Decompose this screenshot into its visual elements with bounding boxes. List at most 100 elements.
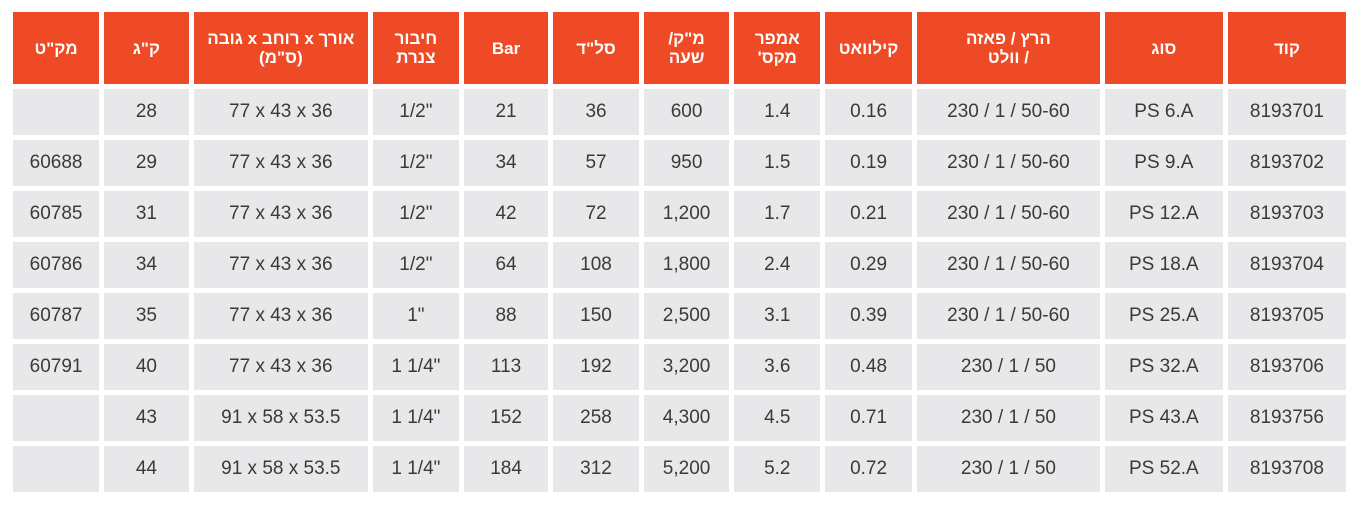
cell-kilowatt: 0.71 [825, 395, 912, 441]
header-code: קוד [1227, 12, 1346, 84]
cell-type: PS 32.A [1104, 344, 1223, 390]
table-row: 8193705 PS 25.A 230 / 1 / 50-60 0.39 3.1 2,50… [13, 293, 1346, 339]
cell-cubic-meter-hour: 1,200 [643, 191, 730, 237]
cell-code: 8193704 [1227, 242, 1346, 288]
cell-rpm: 36 [553, 89, 639, 135]
cell-weight: 44 [104, 446, 189, 492]
cell-bar: 34 [463, 140, 549, 186]
cell-max-amp: 4.5 [734, 395, 821, 441]
cell-dimensions: 77 x 43 x 36 [193, 242, 368, 288]
cell-rpm: 258 [553, 395, 639, 441]
cell-hz-phase-volt: 230 / 1 / 50-60 [916, 191, 1100, 237]
cell-hz-phase-volt: 230 / 1 / 50-60 [916, 140, 1100, 186]
table-body: 8193701 PS 6.A 230 / 1 / 50-60 0.16 1.4 600 36… [13, 89, 1346, 492]
cell-cubic-meter-hour: 950 [643, 140, 730, 186]
cell-weight: 43 [104, 395, 189, 441]
cell-catalog-number [13, 446, 100, 492]
cell-rpm: 150 [553, 293, 639, 339]
cell-type: PS 12.A [1104, 191, 1223, 237]
cell-code: 8193756 [1227, 395, 1346, 441]
cell-dimensions: 77 x 43 x 36 [193, 140, 368, 186]
header-rpm: סל"ד [553, 12, 639, 84]
cell-bar: 184 [463, 446, 549, 492]
cell-max-amp: 2.4 [734, 242, 821, 288]
cell-type: PS 52.A [1104, 446, 1223, 492]
cell-pipe-connection: 1 1/4" [373, 344, 459, 390]
cell-pipe-connection: 1/2" [373, 140, 459, 186]
cell-max-amp: 1.7 [734, 191, 821, 237]
header-kilowatt: קילוואט [825, 12, 912, 84]
cell-cubic-meter-hour: 3,200 [643, 344, 730, 390]
cell-code: 8193705 [1227, 293, 1346, 339]
cell-kilowatt: 0.29 [825, 242, 912, 288]
cell-cubic-meter-hour: 2,500 [643, 293, 730, 339]
cell-catalog-number: 60785 [13, 191, 100, 237]
cell-max-amp: 1.5 [734, 140, 821, 186]
header-catalog-number: מק"ט [13, 12, 100, 84]
cell-code: 8193703 [1227, 191, 1346, 237]
cell-weight: 34 [104, 242, 189, 288]
table-row: 8193708 PS 52.A 230 / 1 / 50 0.72 5.2 5,200 31… [13, 446, 1346, 492]
cell-rpm: 108 [553, 242, 639, 288]
cell-rpm: 72 [553, 191, 639, 237]
table-row: 8193702 PS 9.A 230 / 1 / 50-60 0.19 1.5 950 57… [13, 140, 1346, 186]
cell-bar: 21 [463, 89, 549, 135]
cell-dimensions: 77 x 43 x 36 [193, 191, 368, 237]
cell-rpm: 312 [553, 446, 639, 492]
cell-hz-phase-volt: 230 / 1 / 50-60 [916, 293, 1100, 339]
cell-pipe-connection: 1" [373, 293, 459, 339]
cell-cubic-meter-hour: 5,200 [643, 446, 730, 492]
cell-type: PS 18.A [1104, 242, 1223, 288]
cell-hz-phase-volt: 230 / 1 / 50-60 [916, 89, 1100, 135]
cell-weight: 40 [104, 344, 189, 390]
cell-code: 8193708 [1227, 446, 1346, 492]
spec-table: קוד סוג הרץ / פאזה / וולט קילוואט אמפר מ… [8, 7, 1351, 497]
cell-bar: 88 [463, 293, 549, 339]
table-row: 8193701 PS 6.A 230 / 1 / 50-60 0.16 1.4 600 36… [13, 89, 1346, 135]
header-max-amp: אמפר מקס' [734, 12, 821, 84]
cell-rpm: 57 [553, 140, 639, 186]
cell-catalog-number [13, 395, 100, 441]
cell-catalog-number: 60786 [13, 242, 100, 288]
cell-max-amp: 5.2 [734, 446, 821, 492]
cell-bar: 152 [463, 395, 549, 441]
header-row: קוד סוג הרץ / פאזה / וולט קילוואט אמפר מ… [13, 12, 1346, 84]
header-dimensions: אורך x רוחב x גובה (ס"מ) [193, 12, 368, 84]
cell-max-amp: 3.6 [734, 344, 821, 390]
cell-type: PS 43.A [1104, 395, 1223, 441]
header-type: סוג [1104, 12, 1223, 84]
cell-hz-phase-volt: 230 / 1 / 50-60 [916, 242, 1100, 288]
cell-pipe-connection: 1/2" [373, 191, 459, 237]
cell-hz-phase-volt: 230 / 1 / 50 [916, 344, 1100, 390]
cell-max-amp: 1.4 [734, 89, 821, 135]
cell-weight: 31 [104, 191, 189, 237]
cell-kilowatt: 0.16 [825, 89, 912, 135]
cell-code: 8193701 [1227, 89, 1346, 135]
cell-hz-phase-volt: 230 / 1 / 50 [916, 446, 1100, 492]
cell-weight: 28 [104, 89, 189, 135]
cell-catalog-number [13, 89, 100, 135]
cell-pipe-connection: 1/2" [373, 242, 459, 288]
header-hz-phase-volt: הרץ / פאזה / וולט [916, 12, 1100, 84]
cell-weight: 29 [104, 140, 189, 186]
cell-kilowatt: 0.39 [825, 293, 912, 339]
cell-pipe-connection: 1 1/4" [373, 446, 459, 492]
cell-rpm: 192 [553, 344, 639, 390]
cell-catalog-number: 60688 [13, 140, 100, 186]
table-row: 8193704 PS 18.A 230 / 1 / 50-60 0.29 2.4 1,80… [13, 242, 1346, 288]
cell-type: PS 9.A [1104, 140, 1223, 186]
cell-pipe-connection: 1 1/4" [373, 395, 459, 441]
cell-dimensions: 77 x 43 x 36 [193, 293, 368, 339]
header-cubic-meter-hour: מ"ק/ שעה [643, 12, 730, 84]
cell-dimensions: 91 x 58 x 53.5 [193, 395, 368, 441]
header-bar: Bar [463, 12, 549, 84]
cell-max-amp: 3.1 [734, 293, 821, 339]
cell-cubic-meter-hour: 600 [643, 89, 730, 135]
cell-pipe-connection: 1/2" [373, 89, 459, 135]
table-row: 8193703 PS 12.A 230 / 1 / 50-60 0.21 1.7 1,20… [13, 191, 1346, 237]
cell-type: PS 25.A [1104, 293, 1223, 339]
cell-bar: 64 [463, 242, 549, 288]
cell-bar: 42 [463, 191, 549, 237]
cell-dimensions: 77 x 43 x 36 [193, 89, 368, 135]
cell-dimensions: 91 x 58 x 53.5 [193, 446, 368, 492]
